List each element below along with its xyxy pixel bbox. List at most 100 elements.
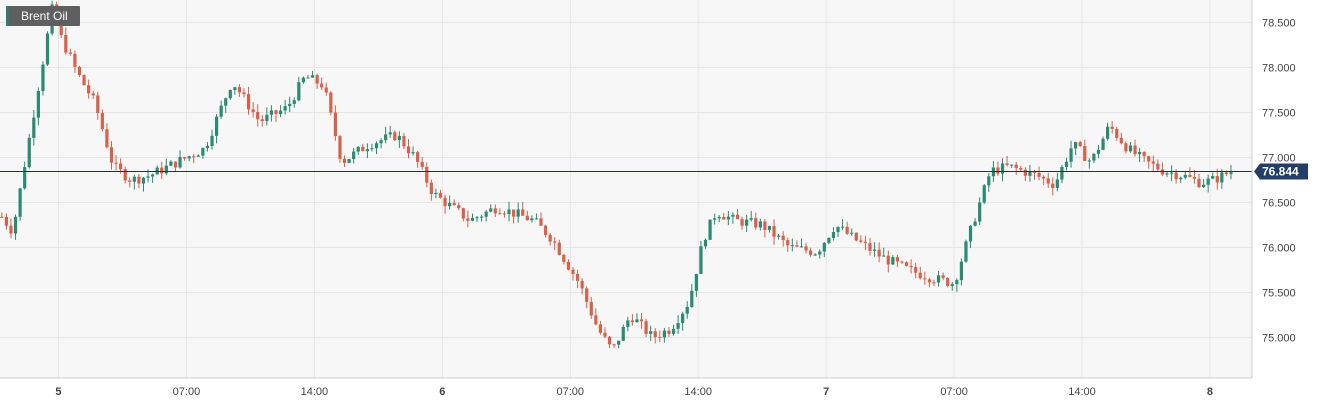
candle-body: [397, 135, 401, 141]
candle-body: [361, 146, 365, 152]
candle: [265, 107, 269, 126]
candle-body: [384, 134, 388, 141]
candle-body: [804, 246, 808, 251]
candle: [274, 109, 278, 122]
candle: [169, 160, 173, 166]
candle-body: [73, 53, 77, 67]
candle: [1106, 122, 1110, 141]
candle-body: [393, 132, 397, 141]
candle-body: [516, 209, 520, 217]
candle-body: [950, 284, 954, 286]
candle: [671, 324, 676, 336]
candle: [786, 237, 790, 252]
candle: [1046, 172, 1050, 188]
candle: [863, 236, 868, 251]
candle: [1183, 170, 1187, 180]
candle-body: [201, 148, 205, 156]
candle-body: [87, 85, 91, 94]
candle: [607, 335, 612, 348]
candle: [580, 278, 584, 295]
candle: [114, 155, 118, 171]
candle-body: [575, 273, 580, 281]
candle: [525, 210, 529, 221]
candle: [4, 213, 8, 230]
candle: [1060, 164, 1064, 184]
candle: [840, 218, 845, 231]
candle: [425, 162, 429, 188]
candle-body: [653, 331, 657, 338]
candle: [681, 311, 685, 331]
candle: [644, 318, 648, 337]
candle: [256, 104, 260, 127]
candle-body: [731, 214, 735, 217]
candle-body: [735, 214, 740, 220]
candle: [653, 328, 657, 344]
candle: [562, 253, 566, 265]
candle-body: [1183, 174, 1187, 178]
candle: [1051, 177, 1055, 196]
candle-body: [850, 232, 854, 234]
candle-body: [114, 162, 118, 164]
candle: [1010, 164, 1014, 168]
candle: [347, 158, 351, 164]
candle-body: [1124, 143, 1128, 152]
candle: [1005, 155, 1009, 167]
candle: [818, 249, 822, 259]
candle: [1087, 158, 1091, 169]
candle: [982, 183, 986, 205]
candle-body: [891, 257, 895, 265]
candle: [1128, 141, 1133, 153]
candle-body: [1211, 176, 1215, 179]
candle-body: [745, 219, 749, 226]
candle: [598, 321, 603, 335]
candle-body: [941, 275, 945, 278]
candle: [228, 89, 232, 100]
candle: [1014, 161, 1018, 176]
candle: [137, 173, 141, 189]
candle-body: [183, 157, 187, 159]
candle: [100, 109, 104, 132]
candle: [1197, 173, 1201, 189]
candle-body: [699, 246, 703, 274]
candle: [1229, 165, 1233, 180]
candle-body: [813, 254, 817, 256]
candle-body: [146, 176, 150, 178]
candle-body: [617, 340, 621, 345]
candle-body: [356, 146, 360, 152]
candle-body: [315, 75, 319, 84]
candle: [416, 151, 420, 168]
candle: [1211, 172, 1215, 180]
candle-body: [151, 174, 155, 177]
candle: [82, 74, 86, 86]
candle: [315, 73, 319, 89]
candle-body: [909, 265, 913, 268]
candle: [374, 141, 379, 155]
candle-body: [1037, 172, 1041, 177]
candle: [1074, 141, 1078, 156]
candle: [1188, 167, 1192, 178]
x-tick-label: 5: [55, 386, 61, 398]
candle: [799, 238, 804, 248]
candle-body: [283, 106, 287, 111]
candle: [694, 273, 698, 297]
candle: [667, 327, 671, 337]
candle-body: [324, 87, 328, 93]
candle-body: [1133, 145, 1137, 155]
candle-body: [927, 279, 932, 283]
candle: [484, 209, 488, 222]
candle: [804, 242, 808, 254]
candle-body: [566, 261, 571, 270]
candle: [329, 91, 333, 116]
candle: [333, 105, 337, 141]
candle: [955, 278, 959, 292]
candle: [708, 219, 712, 241]
candle: [754, 212, 758, 230]
candle: [639, 312, 644, 329]
candle-body: [251, 109, 255, 113]
candle-body: [205, 145, 210, 149]
candle-body: [1115, 128, 1119, 138]
candle: [511, 209, 516, 224]
candle: [932, 279, 936, 286]
candle: [1220, 169, 1224, 189]
